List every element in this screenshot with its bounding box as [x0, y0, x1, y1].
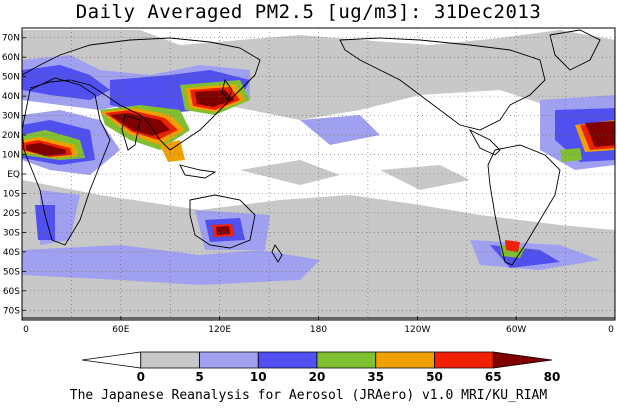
gridlines: [21, 28, 616, 320]
colorbar-segment: [140, 351, 200, 369]
lat-label: 50S: [3, 267, 20, 277]
colorbar-segment: [375, 351, 435, 369]
lon-label: 120E: [208, 325, 231, 335]
colorbar-labels: 0 5 10 20 35 50 65 80: [137, 370, 561, 384]
lat-label: 30N: [2, 112, 20, 122]
colorbar-level-label: 65: [485, 370, 502, 384]
lat-label: EQ: [7, 170, 20, 180]
lat-label: 70N: [2, 34, 20, 44]
lat-label: 20N: [2, 131, 20, 141]
colorbar-level-label: 35: [367, 370, 384, 384]
longitude-labels: 0 60E 120E 180 120W 60W 0: [21, 316, 616, 335]
colorbar-segment: [257, 351, 318, 369]
lat-label: 10N: [2, 151, 20, 161]
lon-label: 60E: [112, 325, 129, 335]
lat-label: 20S: [3, 209, 20, 219]
colorbar-segment: [81, 351, 142, 369]
colorbar-level-label: 20: [309, 370, 326, 384]
lat-label: 60N: [2, 53, 20, 63]
colorbar-level-label: 0: [137, 370, 145, 384]
lat-label: 70S: [3, 306, 20, 316]
colorbar-level-label: 50: [426, 370, 443, 384]
colorbar-level-label: 80: [544, 370, 561, 384]
lon-label: 0: [23, 325, 29, 335]
lat-label: 30S: [3, 228, 20, 238]
colorbar-segment: [434, 351, 494, 369]
lat-label: 40N: [2, 92, 20, 102]
colorbar-level-label: 10: [250, 370, 267, 384]
footer-credit: The Japanese Reanalysis for Aerosol (JRA…: [69, 388, 548, 403]
lon-label: 60W: [506, 325, 526, 335]
colorbar-segment: [199, 351, 259, 369]
lat-label: 40S: [3, 248, 20, 258]
lat-label: 60S: [3, 287, 20, 297]
colorbar-segment: [492, 351, 553, 369]
colorbar-level-label: 5: [195, 370, 203, 384]
level-80-shading: [26, 90, 615, 235]
latitude-labels: 70N 60N 50N 40N 30N 20N 10N EQ 10S 20S 30S 40S 50S 60…: [2, 34, 26, 316]
lat-label: 10S: [3, 189, 20, 199]
lon-label: 180: [310, 325, 327, 335]
lon-label: 120W: [404, 325, 430, 335]
colorbar-segment: [316, 351, 377, 369]
map-title: Daily Averaged PM2.5 [ug/m3]: 31Dec2013: [75, 1, 542, 23]
lat-label: 50N: [2, 73, 20, 83]
lon-label: 0: [608, 325, 614, 335]
colorbar: [81, 351, 553, 369]
